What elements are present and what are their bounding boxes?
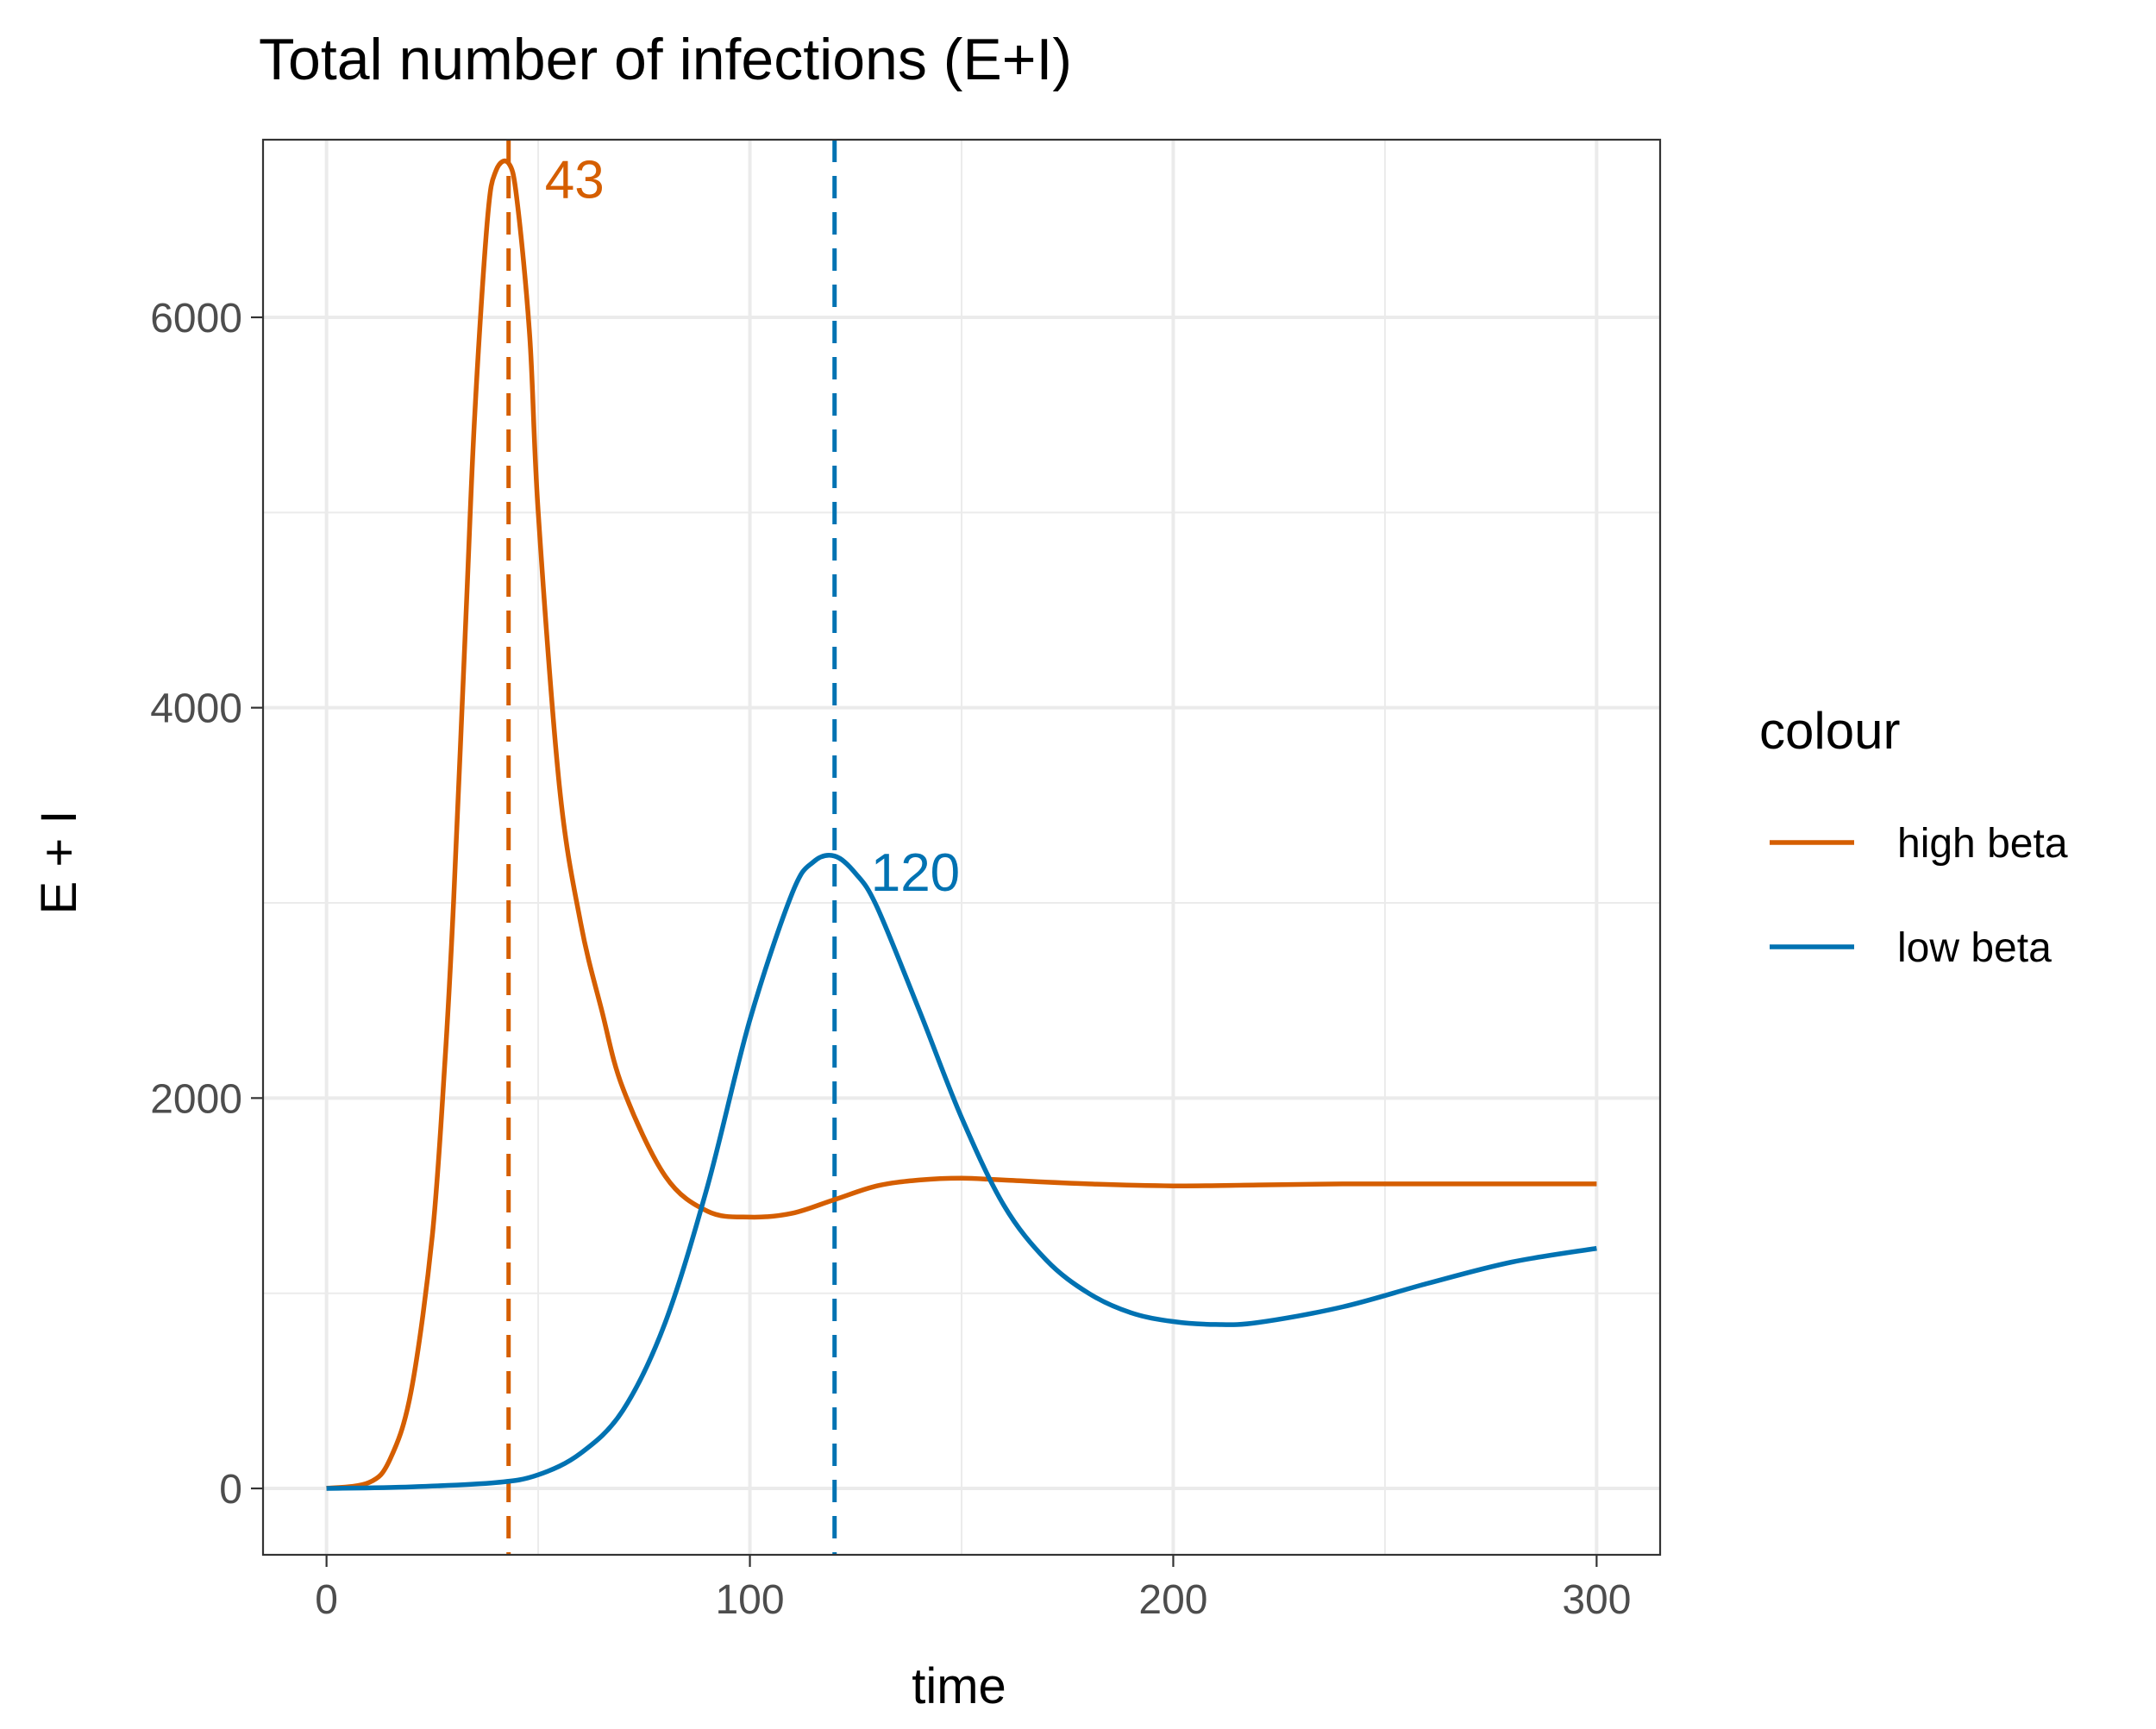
peak-label: 43: [545, 151, 605, 210]
x-tick-label: 200: [1138, 1577, 1207, 1623]
legend-label: low beta: [1897, 925, 2052, 971]
legend-label: high beta: [1897, 821, 2068, 867]
y-axis-label: E + I: [31, 811, 87, 915]
x-tick-label: 100: [715, 1577, 784, 1623]
y-tick-label: 0: [219, 1467, 242, 1513]
legend-title: colour: [1759, 702, 1900, 760]
legend-items: high beta low beta: [1770, 821, 2068, 971]
y-tick-label: 2000: [150, 1076, 242, 1122]
series-line: [326, 158, 1597, 1491]
y-tick-label: 4000: [150, 686, 242, 732]
peak-label: 120: [871, 843, 960, 903]
legend: colour high beta low beta: [1759, 702, 2068, 971]
grid-layer: [263, 140, 1660, 1555]
x-tick-label: 300: [1562, 1577, 1631, 1623]
series-layer: [326, 158, 1597, 1491]
reference-lines: 43 120: [506, 140, 960, 1555]
x-tick-label: 0: [315, 1577, 338, 1623]
x-axis-label: time: [912, 1658, 1006, 1714]
panel-border: [261, 138, 1662, 1557]
series-line: [326, 853, 1597, 1491]
axis-layer: 0 100 200 300 0 2000 4000 6000: [150, 296, 1631, 1623]
chart-title: Total number of infections (E+I): [259, 27, 1072, 92]
y-tick-label: 6000: [150, 296, 242, 341]
